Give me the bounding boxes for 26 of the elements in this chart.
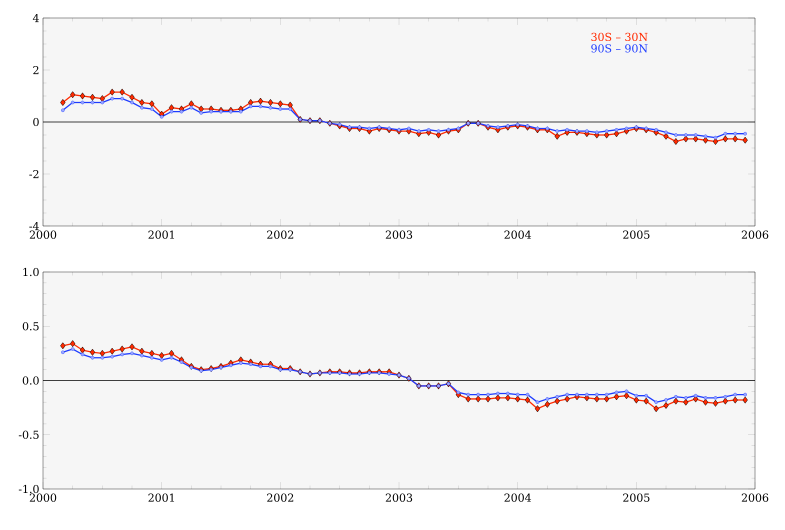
x-tick-label: 2004 <box>504 230 532 239</box>
x-tick-label: 2005 <box>623 494 650 502</box>
text: 30S – 30N <box>591 32 648 42</box>
x-tick-label: 2005 <box>623 230 650 239</box>
y-tick-label: 1.0 <box>23 268 39 276</box>
x-tick-label: 2002 <box>267 230 294 239</box>
x-tick-label: 2002 <box>267 494 294 502</box>
x-tick-label: 2006 <box>742 494 768 502</box>
y-tick-label: 0.0 <box>22 376 39 385</box>
x-tick-label: 2006 <box>742 230 768 239</box>
text: 90S – 90N <box>591 44 648 53</box>
y-tick-label: -4 <box>29 222 39 230</box>
x-tick-label: 2003 <box>386 230 412 239</box>
y-tick-label: -0.5 <box>18 430 39 439</box>
x-tick-label: 2000 <box>30 230 56 239</box>
y-tick-label: -1.0 <box>18 484 39 494</box>
x-tick-label: 2001 <box>148 494 174 502</box>
y-tick-label: 2 <box>33 66 38 74</box>
x-tick-label: 2003 <box>386 494 412 502</box>
y-tick-label: 0 <box>33 118 39 126</box>
x-tick-label: 2000 <box>30 494 56 502</box>
y-tick-label: 0.5 <box>22 322 39 330</box>
x-tick-label: 2001 <box>148 230 174 239</box>
x-tick-label: 2004 <box>504 494 532 502</box>
y-tick-label: 4 <box>32 14 39 22</box>
y-tick-label: -2 <box>29 170 38 178</box>
